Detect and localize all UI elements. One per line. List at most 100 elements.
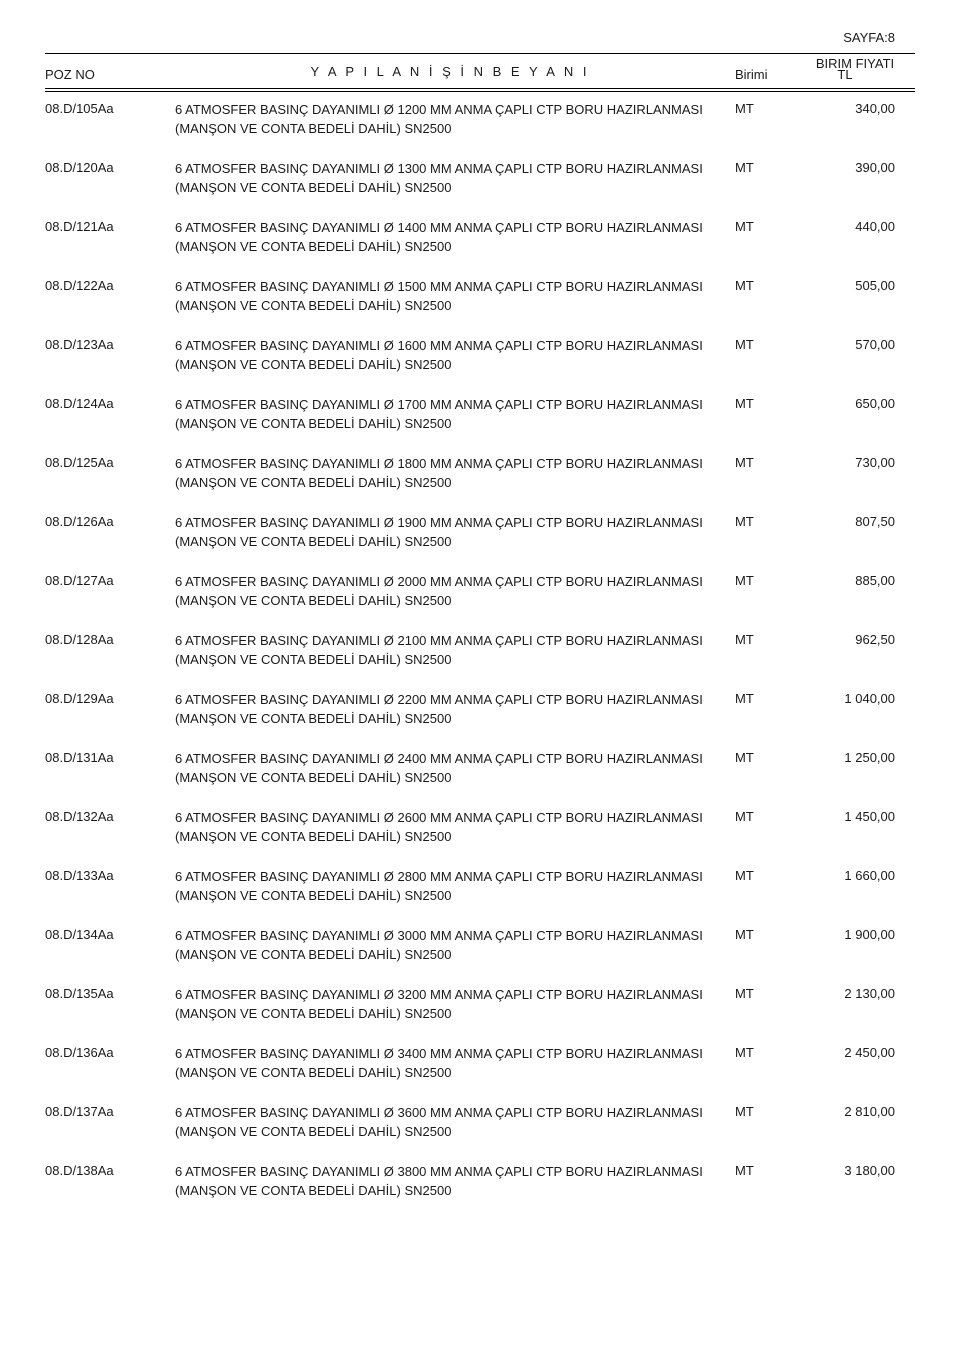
- header-unit: Birimi: [735, 66, 795, 82]
- table-row: 08.D/105Aa6 ATMOSFER BASINÇ DAYANIMLI Ø …: [45, 91, 915, 149]
- cell-price: 1 250,00: [795, 749, 915, 788]
- table-row: 08.D/129Aa6 ATMOSFER BASINÇ DAYANIMLI Ø …: [45, 680, 915, 739]
- cell-desc: 6 ATMOSFER BASINÇ DAYANIMLI Ø 3800 MM AN…: [175, 1162, 735, 1201]
- table-row: 08.D/134Aa6 ATMOSFER BASINÇ DAYANIMLI Ø …: [45, 916, 915, 975]
- cell-desc: 6 ATMOSFER BASINÇ DAYANIMLI Ø 1300 MM AN…: [175, 159, 735, 198]
- cell-unit: MT: [735, 336, 795, 375]
- cell-poz: 08.D/134Aa: [45, 926, 175, 965]
- cell-price: 505,00: [795, 277, 915, 316]
- cell-poz: 08.D/138Aa: [45, 1162, 175, 1201]
- table-row: 08.D/124Aa6 ATMOSFER BASINÇ DAYANIMLI Ø …: [45, 385, 915, 444]
- table-body: 08.D/105Aa6 ATMOSFER BASINÇ DAYANIMLI Ø …: [45, 91, 915, 1211]
- cell-unit: MT: [735, 395, 795, 434]
- cell-unit: MT: [735, 808, 795, 847]
- cell-unit: MT: [735, 690, 795, 729]
- cell-price: 1 900,00: [795, 926, 915, 965]
- cell-unit: MT: [735, 572, 795, 611]
- cell-desc: 6 ATMOSFER BASINÇ DAYANIMLI Ø 1700 MM AN…: [175, 395, 735, 434]
- table-row: 08.D/137Aa6 ATMOSFER BASINÇ DAYANIMLI Ø …: [45, 1093, 915, 1152]
- cell-unit: MT: [735, 749, 795, 788]
- cell-poz: 08.D/131Aa: [45, 749, 175, 788]
- cell-poz: 08.D/126Aa: [45, 513, 175, 552]
- cell-unit: MT: [735, 218, 795, 257]
- cell-price: 962,50: [795, 631, 915, 670]
- cell-poz: 08.D/129Aa: [45, 690, 175, 729]
- cell-unit: MT: [735, 926, 795, 965]
- cell-unit: MT: [735, 1162, 795, 1201]
- cell-desc: 6 ATMOSFER BASINÇ DAYANIMLI Ø 2100 MM AN…: [175, 631, 735, 670]
- cell-unit: MT: [735, 631, 795, 670]
- cell-desc: 6 ATMOSFER BASINÇ DAYANIMLI Ø 3200 MM AN…: [175, 985, 735, 1024]
- page-number: SAYFA:8: [45, 30, 915, 45]
- table-row: 08.D/122Aa6 ATMOSFER BASINÇ DAYANIMLI Ø …: [45, 267, 915, 326]
- cell-price: 2 130,00: [795, 985, 915, 1024]
- table-row: 08.D/136Aa6 ATMOSFER BASINÇ DAYANIMLI Ø …: [45, 1034, 915, 1093]
- cell-desc: 6 ATMOSFER BASINÇ DAYANIMLI Ø 1900 MM AN…: [175, 513, 735, 552]
- table-row: 08.D/127Aa6 ATMOSFER BASINÇ DAYANIMLI Ø …: [45, 562, 915, 621]
- cell-desc: 6 ATMOSFER BASINÇ DAYANIMLI Ø 1200 MM AN…: [175, 100, 735, 139]
- cell-poz: 08.D/123Aa: [45, 336, 175, 375]
- table-row: 08.D/132Aa6 ATMOSFER BASINÇ DAYANIMLI Ø …: [45, 798, 915, 857]
- cell-unit: MT: [735, 1103, 795, 1142]
- cell-desc: 6 ATMOSFER BASINÇ DAYANIMLI Ø 1600 MM AN…: [175, 336, 735, 375]
- table-row: 08.D/126Aa6 ATMOSFER BASINÇ DAYANIMLI Ø …: [45, 503, 915, 562]
- price-header-top: BIRIM FIYATI: [795, 56, 915, 71]
- cell-unit: MT: [735, 1044, 795, 1083]
- cell-poz: 08.D/125Aa: [45, 454, 175, 493]
- cell-price: 1 660,00: [795, 867, 915, 906]
- cell-desc: 6 ATMOSFER BASINÇ DAYANIMLI Ø 3400 MM AN…: [175, 1044, 735, 1083]
- cell-poz: 08.D/120Aa: [45, 159, 175, 198]
- top-rule: [45, 53, 915, 54]
- cell-price: 650,00: [795, 395, 915, 434]
- table-row: 08.D/128Aa6 ATMOSFER BASINÇ DAYANIMLI Ø …: [45, 621, 915, 680]
- table-header: BIRIM FIYATI POZ NO Y A P I L A N İ Ş İ …: [45, 58, 915, 88]
- cell-price: 340,00: [795, 100, 915, 139]
- header-rule: [45, 88, 915, 89]
- cell-price: 390,00: [795, 159, 915, 198]
- table-row: 08.D/133Aa6 ATMOSFER BASINÇ DAYANIMLI Ø …: [45, 857, 915, 916]
- cell-unit: MT: [735, 100, 795, 139]
- header-desc: Y A P I L A N İ Ş İ N B E Y A N I: [175, 62, 735, 82]
- cell-price: 570,00: [795, 336, 915, 375]
- cell-unit: MT: [735, 867, 795, 906]
- cell-price: 730,00: [795, 454, 915, 493]
- cell-desc: 6 ATMOSFER BASINÇ DAYANIMLI Ø 2600 MM AN…: [175, 808, 735, 847]
- table-row: 08.D/131Aa6 ATMOSFER BASINÇ DAYANIMLI Ø …: [45, 739, 915, 798]
- cell-poz: 08.D/133Aa: [45, 867, 175, 906]
- cell-poz: 08.D/128Aa: [45, 631, 175, 670]
- cell-unit: MT: [735, 277, 795, 316]
- cell-price: 440,00: [795, 218, 915, 257]
- table-row: 08.D/125Aa6 ATMOSFER BASINÇ DAYANIMLI Ø …: [45, 444, 915, 503]
- cell-price: 885,00: [795, 572, 915, 611]
- cell-unit: MT: [735, 985, 795, 1024]
- cell-desc: 6 ATMOSFER BASINÇ DAYANIMLI Ø 2200 MM AN…: [175, 690, 735, 729]
- cell-poz: 08.D/124Aa: [45, 395, 175, 434]
- cell-desc: 6 ATMOSFER BASINÇ DAYANIMLI Ø 3000 MM AN…: [175, 926, 735, 965]
- table-row: 08.D/135Aa6 ATMOSFER BASINÇ DAYANIMLI Ø …: [45, 975, 915, 1034]
- cell-poz: 08.D/132Aa: [45, 808, 175, 847]
- cell-price: 2 450,00: [795, 1044, 915, 1083]
- cell-poz: 08.D/136Aa: [45, 1044, 175, 1083]
- cell-desc: 6 ATMOSFER BASINÇ DAYANIMLI Ø 3600 MM AN…: [175, 1103, 735, 1142]
- cell-unit: MT: [735, 454, 795, 493]
- cell-desc: 6 ATMOSFER BASINÇ DAYANIMLI Ø 2000 MM AN…: [175, 572, 735, 611]
- cell-desc: 6 ATMOSFER BASINÇ DAYANIMLI Ø 1500 MM AN…: [175, 277, 735, 316]
- table-row: 08.D/121Aa6 ATMOSFER BASINÇ DAYANIMLI Ø …: [45, 208, 915, 267]
- header-poz: POZ NO: [45, 66, 175, 82]
- table-row: 08.D/120Aa6 ATMOSFER BASINÇ DAYANIMLI Ø …: [45, 149, 915, 208]
- cell-price: 1 040,00: [795, 690, 915, 729]
- cell-desc: 6 ATMOSFER BASINÇ DAYANIMLI Ø 2400 MM AN…: [175, 749, 735, 788]
- cell-unit: MT: [735, 159, 795, 198]
- table-row: 08.D/123Aa6 ATMOSFER BASINÇ DAYANIMLI Ø …: [45, 326, 915, 385]
- table-row: 08.D/138Aa6 ATMOSFER BASINÇ DAYANIMLI Ø …: [45, 1152, 915, 1211]
- cell-price: 807,50: [795, 513, 915, 552]
- cell-price: 2 810,00: [795, 1103, 915, 1142]
- cell-price: 3 180,00: [795, 1162, 915, 1201]
- cell-desc: 6 ATMOSFER BASINÇ DAYANIMLI Ø 1800 MM AN…: [175, 454, 735, 493]
- cell-unit: MT: [735, 513, 795, 552]
- cell-poz: 08.D/105Aa: [45, 100, 175, 139]
- cell-poz: 08.D/127Aa: [45, 572, 175, 611]
- cell-price: 1 450,00: [795, 808, 915, 847]
- cell-poz: 08.D/135Aa: [45, 985, 175, 1024]
- cell-desc: 6 ATMOSFER BASINÇ DAYANIMLI Ø 2800 MM AN…: [175, 867, 735, 906]
